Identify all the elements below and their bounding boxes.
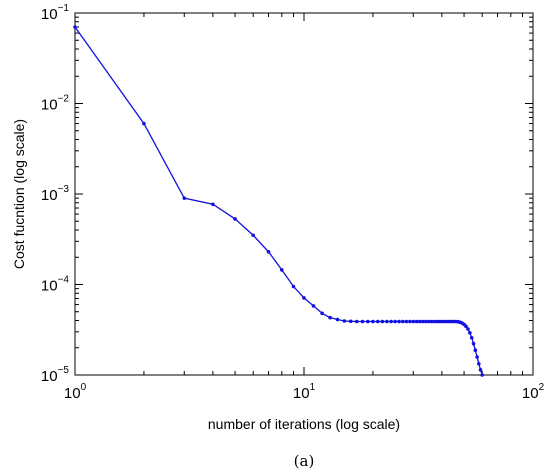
data-point xyxy=(320,311,324,316)
data-point xyxy=(211,202,215,207)
data-point xyxy=(389,319,393,324)
y-tick-label: 10−5 xyxy=(41,365,70,385)
y-axis-ticks: 10−1 10−2 10−3 10−4 10−5 xyxy=(41,3,533,385)
data-point xyxy=(342,319,347,323)
data-point xyxy=(360,319,365,324)
data-point xyxy=(477,361,481,366)
data-point xyxy=(411,319,416,324)
data-point xyxy=(371,319,375,324)
data-point xyxy=(142,121,146,126)
data-point xyxy=(400,319,405,324)
data-point xyxy=(426,319,431,324)
data-point xyxy=(420,319,425,324)
data-point xyxy=(182,196,187,200)
data-point xyxy=(375,319,380,324)
data-point xyxy=(311,304,316,308)
x-axis-label: number of iterations (log scale) xyxy=(208,416,400,432)
data-point xyxy=(464,324,468,329)
data-point xyxy=(335,317,340,322)
data-point xyxy=(434,319,439,324)
x-tick-label: 100 xyxy=(64,382,87,402)
data-point xyxy=(480,373,484,377)
y-tick-label: 10−3 xyxy=(41,184,70,204)
figure-caption: (a) xyxy=(294,452,315,470)
y-tick-label: 10−2 xyxy=(41,94,70,114)
data-point xyxy=(468,330,472,335)
x-axis-ticks: 100 101 102 xyxy=(64,13,545,402)
data-point xyxy=(475,355,479,359)
data-point xyxy=(478,368,483,372)
data-point xyxy=(385,319,389,324)
data-point xyxy=(380,319,385,324)
data-point xyxy=(473,348,478,352)
data-point xyxy=(408,319,412,324)
data-point xyxy=(429,319,434,324)
data-point xyxy=(348,319,353,324)
data-point xyxy=(393,319,397,324)
data-point xyxy=(417,319,422,324)
data-point xyxy=(423,319,428,324)
data-point xyxy=(328,315,332,320)
y-tick-label: 10−4 xyxy=(41,275,70,295)
data-point xyxy=(354,319,359,324)
data-point xyxy=(397,319,401,324)
y-axis-label: Cost fucntion (log scale) xyxy=(11,119,27,269)
data-point xyxy=(404,319,409,324)
data-point xyxy=(414,319,419,324)
data-point xyxy=(471,341,476,346)
x-tick-label: 102 xyxy=(522,382,545,402)
data-point xyxy=(466,327,470,331)
data-point xyxy=(291,284,296,289)
x-tick-label: 101 xyxy=(293,382,316,402)
data-point xyxy=(302,296,306,300)
data-point xyxy=(437,319,442,324)
data-point xyxy=(432,319,436,324)
data-point xyxy=(280,268,284,272)
data-point xyxy=(266,249,271,254)
data-point xyxy=(366,319,370,324)
series-layer xyxy=(73,25,484,377)
y-tick-label: 10−1 xyxy=(41,3,70,23)
data-point xyxy=(469,335,474,340)
data-point xyxy=(233,217,237,221)
data-point xyxy=(251,233,255,238)
plot-area xyxy=(74,12,534,376)
data-point xyxy=(73,25,77,29)
